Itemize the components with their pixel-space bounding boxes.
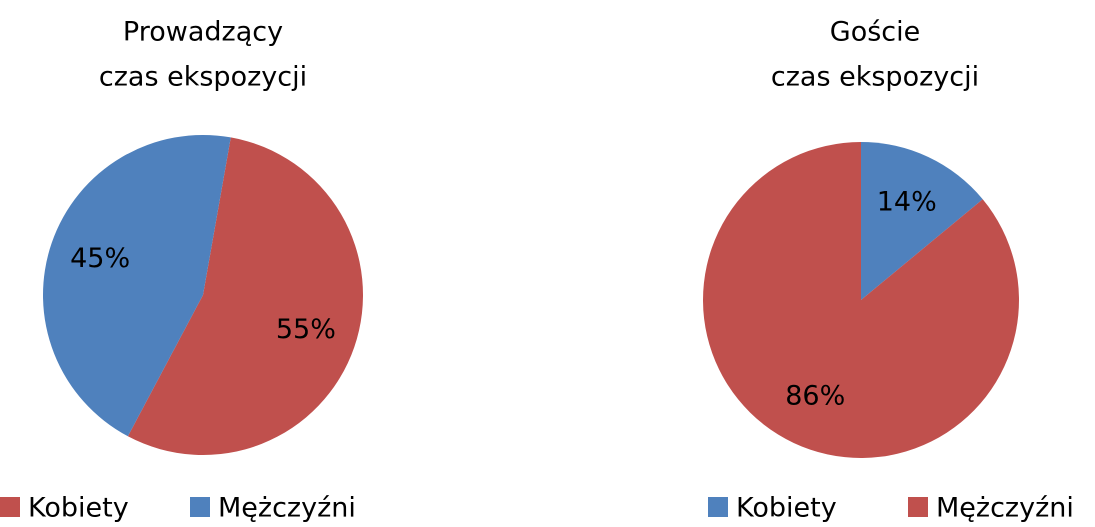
pie-slice [127, 137, 363, 455]
chart-title: czas ekspozycji [99, 62, 307, 93]
legend-swatch [708, 497, 728, 517]
legend-label: Mężczyźni [218, 493, 356, 524]
chart-title: Goście [830, 17, 920, 48]
legend-label: Kobiety [736, 493, 837, 524]
pie-slice [703, 142, 1020, 458]
legend-swatch [908, 497, 928, 517]
data-label: 14% [877, 186, 937, 217]
legend-swatch [0, 497, 20, 517]
pie-slice [42, 134, 231, 437]
data-label: 55% [276, 314, 336, 345]
legend-swatch [190, 497, 210, 517]
chart-title: Prowadzący [123, 17, 283, 48]
pie-slice [861, 142, 983, 300]
data-label: 45% [70, 243, 130, 274]
chart-title: czas ekspozycji [771, 62, 979, 93]
legend-label: Mężczyźni [936, 493, 1074, 524]
legend-label: Kobiety [28, 493, 129, 524]
data-label: 86% [785, 381, 845, 412]
